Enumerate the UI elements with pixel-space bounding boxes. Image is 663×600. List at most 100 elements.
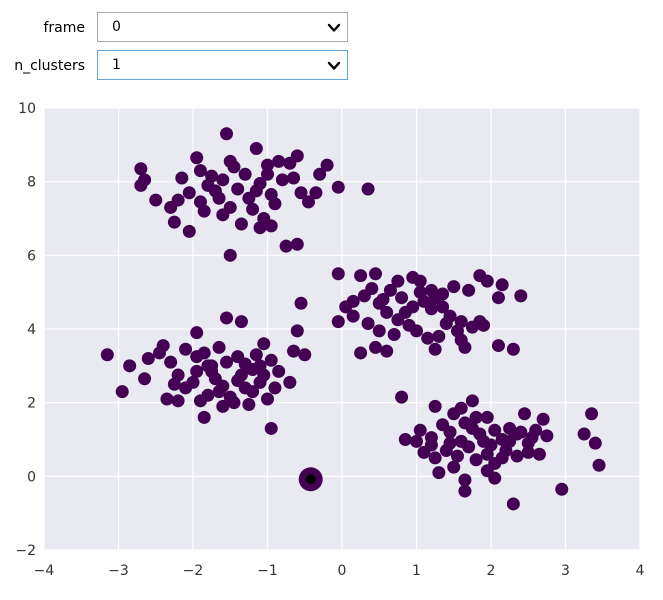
data-point <box>592 458 606 472</box>
data-point <box>268 197 282 211</box>
data-point <box>488 423 502 437</box>
data-point <box>585 407 599 421</box>
data-point <box>458 473 472 487</box>
data-point <box>100 348 114 362</box>
n-clusters-dropdown[interactable]: 1 <box>97 50 348 80</box>
data-point <box>171 394 185 408</box>
data-point <box>477 318 491 332</box>
data-point <box>234 368 248 382</box>
data-point <box>354 269 368 283</box>
data-point <box>413 274 427 288</box>
data-point <box>354 346 368 360</box>
data-point <box>171 193 185 207</box>
data-point <box>298 348 312 362</box>
data-point <box>227 396 241 410</box>
cluster-center <box>305 474 316 485</box>
data-point <box>287 171 301 185</box>
frame-dropdown[interactable]: 0 <box>97 12 348 42</box>
data-point <box>447 460 461 474</box>
data-point <box>410 434 423 448</box>
data-point <box>290 324 304 338</box>
data-point <box>369 340 383 354</box>
x-tick-label: 0 <box>338 563 347 579</box>
data-point <box>253 359 267 373</box>
data-point <box>372 324 386 338</box>
data-point <box>432 466 446 480</box>
data-point <box>141 351 155 365</box>
y-tick-label: 4 <box>27 322 36 338</box>
data-point <box>138 372 152 386</box>
data-point <box>465 394 479 408</box>
data-point <box>283 375 297 389</box>
data-point <box>346 309 360 323</box>
data-point <box>242 398 256 412</box>
data-point <box>413 423 427 437</box>
data-point <box>588 436 602 450</box>
data-point <box>208 184 222 198</box>
data-point <box>287 344 301 358</box>
data-point <box>249 142 263 156</box>
data-point <box>443 425 457 439</box>
data-point <box>506 497 520 511</box>
data-point <box>525 431 539 445</box>
data-point <box>164 355 178 369</box>
data-point <box>238 167 252 181</box>
n-clusters-value: 1 <box>112 57 121 73</box>
y-tick-label: 0 <box>27 469 36 485</box>
data-point <box>532 447 546 461</box>
data-point <box>182 186 196 200</box>
data-point <box>361 316 375 330</box>
data-point <box>234 315 248 329</box>
data-point <box>216 173 230 187</box>
n-clusters-label: n_clusters <box>14 58 85 74</box>
data-point <box>220 311 234 325</box>
data-point <box>231 182 245 196</box>
data-point <box>387 328 401 342</box>
data-point <box>454 401 468 415</box>
data-point <box>264 219 278 233</box>
x-tick-label: 4 <box>636 563 645 579</box>
data-point <box>190 326 204 340</box>
data-point <box>216 399 230 413</box>
data-point <box>134 178 148 192</box>
data-point <box>376 293 390 307</box>
data-point <box>253 221 267 235</box>
data-point <box>491 339 505 353</box>
data-point <box>197 410 211 424</box>
data-point <box>186 375 200 389</box>
data-point <box>514 425 528 439</box>
x-tick-label: −3 <box>108 563 129 579</box>
data-point <box>380 305 394 319</box>
data-point <box>458 340 472 354</box>
data-point <box>369 267 383 281</box>
data-point <box>495 278 509 292</box>
data-point <box>167 215 181 229</box>
data-point <box>488 471 502 485</box>
y-tick-label: 6 <box>27 248 36 264</box>
data-point <box>201 388 215 402</box>
data-point <box>432 329 446 343</box>
data-point <box>313 167 327 181</box>
data-point <box>182 224 196 238</box>
data-point <box>179 342 193 356</box>
data-point <box>264 421 278 435</box>
data-point <box>395 291 409 305</box>
x-tick-label: 2 <box>487 563 496 579</box>
data-point <box>439 316 453 330</box>
data-point <box>231 350 245 364</box>
data-point <box>249 184 263 198</box>
data-point <box>234 217 248 231</box>
data-point <box>123 359 137 373</box>
data-point <box>536 412 550 426</box>
data-point <box>428 342 442 356</box>
data-point <box>212 340 226 354</box>
y-tick-label: −2 <box>15 543 36 559</box>
data-point <box>220 355 234 369</box>
data-point <box>469 453 483 467</box>
data-point <box>227 160 241 174</box>
data-point <box>346 294 360 308</box>
data-point <box>290 237 304 251</box>
data-point <box>212 385 226 399</box>
data-point <box>272 154 286 168</box>
data-point <box>510 449 524 463</box>
